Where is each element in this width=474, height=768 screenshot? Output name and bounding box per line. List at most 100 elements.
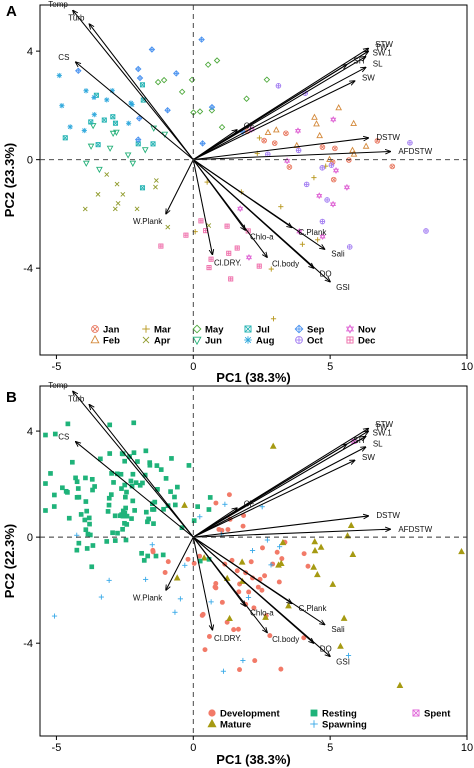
panel-b-point-resting: [83, 527, 89, 533]
panel-b-point-mature: [347, 521, 355, 529]
panel-a-point-jan: [283, 130, 289, 137]
panel-a-point-may: [218, 123, 226, 131]
panel-b-point-development: [235, 626, 241, 632]
panel-b-point-resting: [65, 490, 70, 495]
panel-b-point-development: [225, 527, 231, 533]
panel-b-vector-label-sw-1: SW.1: [373, 428, 393, 437]
panel-b-point-resting: [43, 481, 48, 486]
panel-b-x-tick-label: 0: [190, 742, 196, 754]
panel-a-point-jul: [62, 135, 68, 141]
panel-b-vector-sali: [192, 536, 324, 625]
panel-a-point-nov: [237, 205, 244, 213]
panel-b-point-development: [248, 559, 254, 565]
panel-a-point-nov: [245, 253, 253, 261]
panel-a-point-may: [263, 76, 271, 83]
panel-b-point-development: [162, 570, 168, 575]
panel-b-vector-cs: [76, 442, 194, 538]
panel-b-point-resting: [65, 421, 71, 427]
panel-b-point-mature: [173, 574, 181, 581]
panel-a-point-apr: [112, 206, 118, 212]
panel-a-point-oct: [328, 162, 335, 168]
panel-a-point-jun: [141, 147, 149, 154]
panel-a-point-dec: [256, 263, 262, 269]
panel-b-vector-label-cs: CS: [58, 433, 69, 442]
panel-b-point-resting: [114, 471, 120, 477]
panel-a-point-jul: [88, 119, 94, 125]
panel-a-vector-label-afdstw: AFDSTW: [398, 147, 432, 156]
panel-b-y-tick-label: -4: [23, 638, 33, 650]
panel-b-point-resting: [158, 467, 164, 472]
panel-b-vector-label-cf: CF: [244, 500, 255, 509]
panel-a-point-jan: [261, 137, 267, 144]
panel-a-legend-label-jan: Jan: [103, 325, 120, 336]
panel-a-legend-label-nov: Nov: [358, 325, 377, 336]
panel-b-point-mature: [269, 442, 277, 449]
panel-b-vector-cl-dry: [192, 537, 212, 630]
panel-b-point-resting: [84, 508, 90, 514]
panel-b-points: [43, 420, 465, 688]
panel-b-point-resting: [122, 482, 128, 488]
panel-b-point-mature: [337, 642, 344, 649]
panel-a-point-feb: [350, 119, 358, 126]
panel-a-point-aug: [126, 120, 132, 126]
panel-a-point-jul: [110, 114, 116, 120]
panel-a-vector-label-cl-body: Cl.body: [272, 260, 299, 269]
panel-b-vector-label-c-plank: C.Plank: [298, 604, 327, 613]
panel-a-point-dec: [234, 245, 240, 251]
panel-a-point-nov: [330, 116, 337, 124]
panel-b-point-mature: [262, 613, 269, 620]
panel-b-point-spawning: [259, 504, 265, 510]
panel-b-point-resting: [123, 494, 128, 500]
panel-a-point-jun: [129, 160, 137, 167]
panel-b-point-resting: [124, 513, 130, 519]
panel-a-point-mar: [299, 241, 305, 247]
panel-a-x-tick-label: -5: [52, 361, 62, 373]
panel-a-legend-label-jul: Jul: [256, 325, 270, 336]
panel-b-point-resting: [107, 451, 113, 456]
panel-a-point-nov: [316, 192, 323, 200]
panel-b-point-development: [213, 585, 219, 591]
panel-b-point-spawning: [345, 652, 352, 659]
panel-a-point-oct: [324, 197, 330, 203]
panel-b-point-resting: [195, 504, 201, 509]
panel-b-point-resting: [87, 532, 93, 538]
panel-a-point-aug: [129, 101, 135, 108]
panel-a-point-oct: [407, 140, 413, 146]
panel-a-vector-cl-dry: [192, 159, 212, 255]
panel-b-point-spawning: [51, 613, 58, 619]
panel-b-point-development: [219, 599, 225, 605]
panel-b-point-mature: [285, 602, 292, 609]
panel-b-point-development: [267, 633, 273, 639]
panel-a-point-may: [208, 107, 216, 114]
panel-b-vector-label-sw: SW: [362, 453, 375, 462]
panel-b-point-resting: [147, 462, 153, 468]
panel-a-point-feb: [349, 146, 356, 153]
panel-b-vector-cf: [192, 508, 237, 538]
panel-a-legend-label-mar: Mar: [154, 325, 171, 336]
panel-b-point-resting: [197, 558, 203, 564]
panel-a-legend-key-mar: [142, 325, 150, 333]
panel-b-point-resting: [123, 505, 128, 511]
panel-a-y-tick-label: 0: [27, 155, 33, 167]
panel-a-point-oct: [319, 165, 326, 171]
panel-b-plot-frame: [39, 385, 468, 737]
panel-b-point-mature: [310, 563, 318, 570]
panel-b-point-resting: [43, 432, 48, 438]
panel-b-point-resting: [120, 513, 126, 519]
panel-b-point-resting: [111, 480, 116, 485]
panel-a-point-apr: [104, 172, 110, 177]
panel-b-point-resting: [172, 502, 178, 508]
panel-b-vector-label-cl-dry: Cl.DRY.: [214, 634, 242, 643]
panel-b-point-resting: [145, 519, 150, 525]
panel-b-point-resting: [123, 537, 129, 543]
panel-a-point-oct: [346, 244, 353, 250]
panel-b-point-resting: [118, 471, 124, 477]
panel-b-vector-sw: [193, 460, 354, 538]
panel-b-point-resting: [160, 552, 166, 558]
panel-a-point-jul: [101, 117, 107, 123]
panel-b-point-resting: [89, 476, 95, 482]
panel-a-point-may: [204, 61, 212, 68]
panel-b-point-mature: [311, 546, 319, 554]
panel-a-x-tick-label: 0: [190, 361, 196, 373]
